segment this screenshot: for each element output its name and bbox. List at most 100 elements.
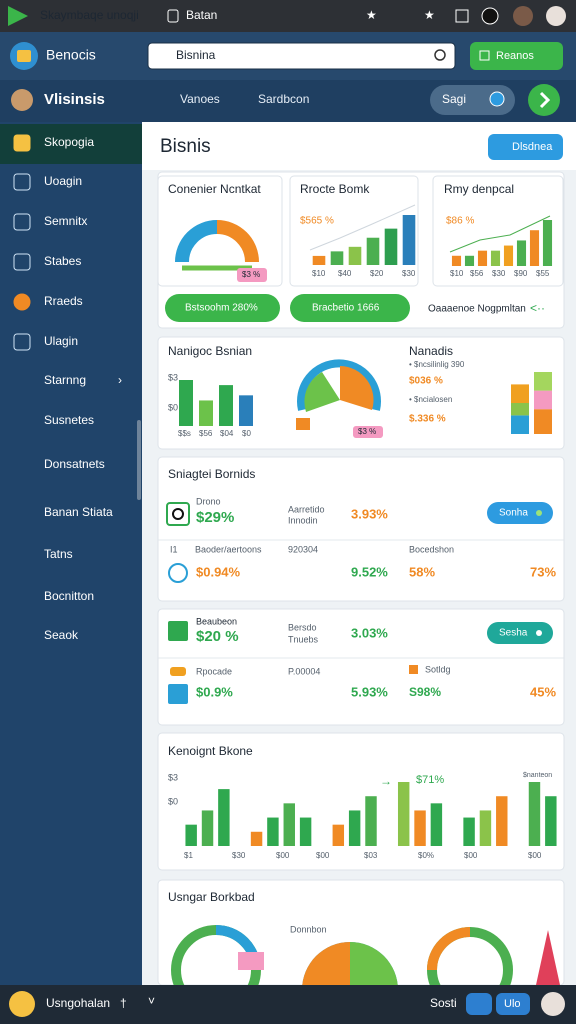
tab-title[interactable]: Skaymbaqe unoqji <box>40 8 139 22</box>
bar <box>283 803 295 846</box>
footer-button[interactable] <box>496 993 530 1015</box>
x-labels: $10 $56 $30 $90 $55 <box>450 269 550 278</box>
x-tick-label: $55 <box>536 269 550 278</box>
footer-icon[interactable]: ˅ <box>148 994 155 1008</box>
sidebar-item[interactable]: Susnetes <box>44 413 94 427</box>
nav-link[interactable]: Sardbcon <box>258 92 309 106</box>
row-icon <box>172 508 184 520</box>
x-labels: $10 $40 $20 $30 <box>312 269 416 278</box>
chevron[interactable]: › <box>118 373 122 387</box>
bar <box>332 824 345 846</box>
row-button-label: Sesha <box>499 628 528 639</box>
card-title: Conenier Ncntkat <box>168 182 261 196</box>
star-icon[interactable]: ★ <box>424 8 435 22</box>
search-box[interactable] <box>147 42 456 70</box>
row-pct: 9.52% <box>351 564 388 579</box>
search-icon[interactable] <box>434 49 446 61</box>
row-icon <box>409 665 418 674</box>
pill-label: Sagi <box>442 92 466 106</box>
highlight: $71% <box>416 774 444 786</box>
sidebar-item[interactable]: Banan Stiata <box>44 505 113 519</box>
cone <box>536 930 560 985</box>
badge <box>353 426 383 438</box>
button-icon <box>479 50 490 61</box>
bar <box>528 782 541 846</box>
x-tick-label: $30 <box>492 269 506 278</box>
x-labels: $1 $30 $00 $00 $03 $0% $00 $00 <box>184 851 542 860</box>
action-button-label: Bracbetio 1666 <box>312 303 380 314</box>
x-labels: $$s $56 $04 $0 <box>178 429 251 438</box>
avatar[interactable] <box>11 89 33 111</box>
sidebar-item[interactable]: Seaok <box>44 628 79 642</box>
go-button[interactable] <box>528 84 560 116</box>
sidebar-item[interactable]: Uoagin <box>44 174 82 188</box>
footer-logo[interactable] <box>9 991 35 1017</box>
x-tick-label: $00 <box>528 851 542 860</box>
card-title: Rrocte Bomk <box>300 182 370 196</box>
ext-icon[interactable] <box>481 7 499 25</box>
y-label: $3 <box>168 372 178 382</box>
sidebar-item[interactable]: Tatns <box>44 547 73 561</box>
footer-icon[interactable]: † <box>120 996 127 1010</box>
bar <box>397 782 410 846</box>
sidebar-item[interactable]: Skopogia <box>44 135 94 149</box>
x-tick-label: $00 <box>276 851 290 860</box>
sidebar-item[interactable]: Stabes <box>44 254 81 268</box>
bar-chart <box>312 215 416 265</box>
card-title: Nanadis <box>409 344 453 358</box>
menu-icon[interactable] <box>455 9 469 23</box>
stat-label: • $ncsilinlig 390 <box>409 360 465 369</box>
footer-button[interactable] <box>466 993 492 1015</box>
action-button[interactable] <box>290 294 410 322</box>
page-button-label: Dlsdnea <box>512 141 553 153</box>
action-button-label: Bstsoohm 280% <box>185 303 258 314</box>
action-button[interactable] <box>165 294 280 322</box>
row-button[interactable] <box>487 502 553 524</box>
stack-segment <box>534 372 552 391</box>
bar-chart <box>185 782 557 846</box>
link[interactable]: Oaaaenoe Nogpmltan <box>428 304 526 315</box>
row-label: Beaubeon <box>196 616 237 626</box>
sidebar-item[interactable]: Ulagin <box>44 334 78 348</box>
bar <box>366 237 380 265</box>
nav-link[interactable]: Vanoes <box>180 92 220 106</box>
row-icon <box>168 621 188 641</box>
avatar[interactable] <box>541 992 565 1016</box>
bar <box>299 817 312 846</box>
row-pct: 58% <box>409 564 435 579</box>
bar-chart <box>451 220 553 266</box>
star-icon[interactable]: ★ <box>366 8 377 22</box>
sidebar-item[interactable]: Donsatnets <box>44 457 105 471</box>
bar <box>330 251 344 265</box>
bar <box>348 810 361 846</box>
page-button[interactable] <box>488 134 563 160</box>
brand: Benocis <box>46 47 96 63</box>
bar <box>496 796 508 846</box>
sidebar-item[interactable]: Bocnitton <box>44 589 94 603</box>
chart-label: Donnbon <box>290 924 327 934</box>
dot <box>536 630 542 636</box>
avatar[interactable] <box>546 6 566 26</box>
x-tick-label: $10 <box>312 269 326 278</box>
sidebar-item[interactable]: Starnng <box>44 373 86 387</box>
tab-title[interactable]: Batan <box>186 8 217 22</box>
x-tick-label: $0% <box>418 851 434 860</box>
sidebar <box>0 122 142 985</box>
sidebar-item[interactable]: Rraeds <box>44 294 83 308</box>
badge <box>237 268 267 282</box>
bar <box>179 380 193 426</box>
stack-segment <box>511 384 529 403</box>
row-button[interactable] <box>487 622 553 644</box>
row-code: P.00004 <box>288 666 320 676</box>
card-value: $86 % <box>446 216 474 227</box>
badge <box>238 952 264 970</box>
pie <box>350 942 398 990</box>
card-title: Kenoignt Bkone <box>168 744 253 758</box>
header-button[interactable] <box>470 42 563 70</box>
avatar[interactable] <box>513 6 533 26</box>
x-tick-label: $30 <box>232 851 246 860</box>
sidebar-item[interactable]: Semnitx <box>44 214 87 228</box>
x-tick-label: $03 <box>364 851 378 860</box>
